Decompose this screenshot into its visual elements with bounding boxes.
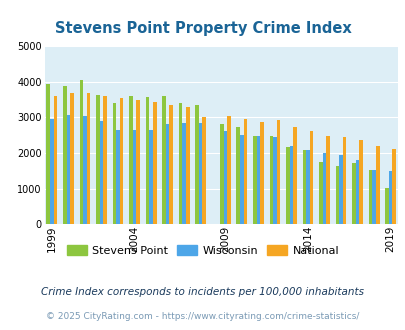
Bar [119,98,123,224]
Bar [302,149,305,224]
Bar [185,107,189,224]
Text: © 2025 CityRating.com - https://www.cityrating.com/crime-statistics/: © 2025 CityRating.com - https://www.city… [46,312,359,321]
Bar [50,118,53,224]
Bar [63,86,66,224]
Bar [289,146,292,224]
Bar [220,124,223,224]
Text: Stevens Point Property Crime Index: Stevens Point Property Crime Index [55,21,350,36]
Legend: Stevens Point, Wisconsin, National: Stevens Point, Wisconsin, National [62,241,343,260]
Bar [388,171,392,224]
Bar [309,131,313,224]
Bar [375,146,379,224]
Bar [153,102,156,224]
Bar [79,80,83,224]
Bar [335,166,339,224]
Bar [339,154,342,224]
Bar [256,136,260,224]
Bar [103,96,107,224]
Bar [136,100,140,224]
Bar [46,83,50,224]
Bar [292,127,296,224]
Bar [269,136,273,224]
Bar [132,130,136,224]
Bar [243,119,247,224]
Bar [236,127,239,224]
Bar [100,121,103,224]
Bar [351,163,355,224]
Bar [286,147,289,224]
Bar [276,119,280,224]
Bar [252,136,256,224]
Bar [87,93,90,224]
Bar [149,130,153,224]
Bar [53,96,57,224]
Bar [195,105,198,224]
Bar [178,103,182,224]
Bar [260,122,263,224]
Bar [169,105,173,224]
Bar [66,115,70,224]
Bar [145,97,149,224]
Bar [305,150,309,224]
Bar [165,124,169,224]
Bar [96,95,100,224]
Bar [368,170,371,224]
Bar [318,162,322,224]
Bar [70,93,74,224]
Bar [83,116,87,224]
Bar [371,170,375,224]
Bar [355,159,358,224]
Bar [384,188,388,224]
Bar [198,123,202,224]
Bar [322,153,326,224]
Bar [239,135,243,224]
Bar [358,140,362,224]
Bar [182,123,185,224]
Bar [116,130,119,224]
Bar [342,137,345,224]
Bar [223,131,227,224]
Bar [129,96,132,224]
Bar [227,116,230,224]
Bar [112,103,116,224]
Text: Crime Index corresponds to incidents per 100,000 inhabitants: Crime Index corresponds to incidents per… [41,287,364,297]
Bar [162,96,165,224]
Bar [273,137,276,224]
Bar [202,117,206,224]
Bar [326,136,329,224]
Bar [392,149,395,224]
